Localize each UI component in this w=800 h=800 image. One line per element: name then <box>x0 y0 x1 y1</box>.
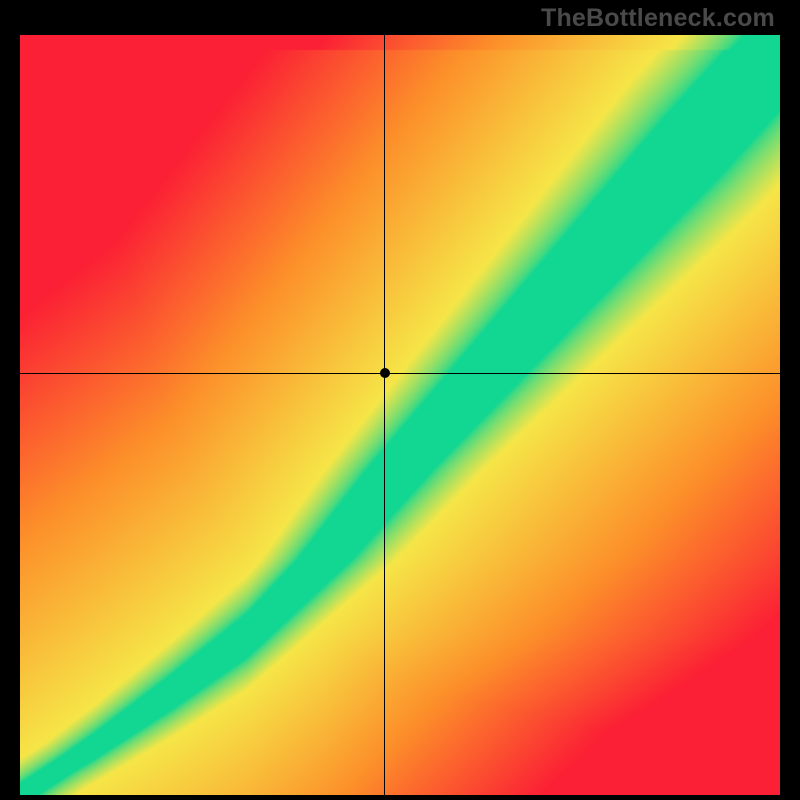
crosshair-marker <box>380 368 390 378</box>
crosshair-horizontal <box>20 373 780 374</box>
outer-frame: TheBottleneck.com <box>0 0 800 800</box>
plot-area <box>20 35 780 795</box>
crosshair-vertical <box>384 35 385 795</box>
watermark-text: TheBottleneck.com <box>541 4 775 33</box>
heatmap-canvas <box>20 35 780 795</box>
